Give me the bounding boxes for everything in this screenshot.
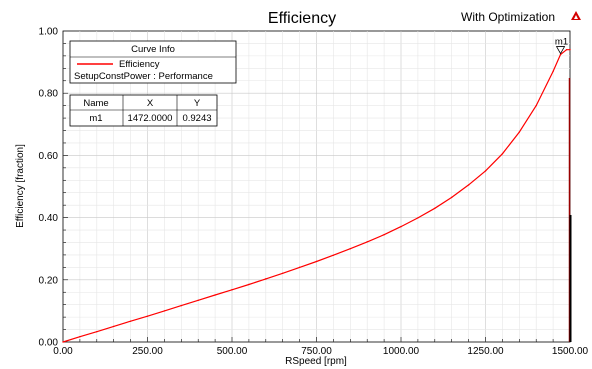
series-point bbox=[214, 294, 216, 296]
series-point bbox=[231, 289, 233, 291]
table-cell-y: 0.9243 bbox=[182, 113, 211, 124]
series-point bbox=[501, 153, 504, 155]
series-point bbox=[96, 331, 98, 333]
series-point bbox=[366, 241, 368, 243]
series-point bbox=[552, 70, 554, 73]
series-point bbox=[163, 310, 166, 312]
chart-subtitle: With Optimization bbox=[461, 10, 555, 24]
series-point bbox=[62, 341, 64, 343]
y-tick-label: 0.00 bbox=[39, 338, 59, 349]
x-tick-label: 250.00 bbox=[132, 346, 163, 357]
series-point bbox=[129, 320, 132, 322]
tick-marks bbox=[63, 43, 554, 342]
table-cell-x: 1472.0000 bbox=[128, 113, 173, 124]
series-point bbox=[383, 234, 385, 236]
x-tick-label: 1250.00 bbox=[467, 346, 504, 357]
y-tick-label: 0.60 bbox=[39, 151, 59, 162]
series-point bbox=[332, 254, 335, 256]
series-point bbox=[535, 104, 537, 107]
series-point bbox=[569, 48, 571, 51]
marker-table[interactable]: Name X Y m1 1472.0000 0.9243 bbox=[69, 94, 218, 127]
series-point bbox=[484, 170, 487, 172]
series-point bbox=[467, 184, 470, 186]
series-point bbox=[298, 266, 301, 269]
x-tick-label: 750.00 bbox=[301, 346, 332, 357]
series-point bbox=[79, 336, 81, 338]
series-point bbox=[113, 325, 115, 328]
x-tick-label: 1500.00 bbox=[552, 346, 589, 357]
series-points bbox=[62, 48, 571, 343]
marker-label: m1 bbox=[555, 37, 568, 48]
legend-entry-label: Efficiency bbox=[119, 59, 160, 70]
marker-m1[interactable]: m1 bbox=[555, 37, 568, 55]
x-tick-label: 500.00 bbox=[217, 346, 248, 357]
series-point bbox=[248, 283, 250, 286]
series-point bbox=[265, 278, 267, 280]
table-header-y: Y bbox=[194, 98, 201, 109]
y-tick-label: 1.00 bbox=[39, 27, 59, 38]
series-point bbox=[400, 225, 402, 228]
x-tick-label: 0.00 bbox=[53, 346, 73, 357]
series-point bbox=[565, 48, 568, 51]
table-header-x: X bbox=[147, 98, 154, 109]
x-axis-label: RSpeed [rpm] bbox=[285, 356, 347, 367]
series-point bbox=[197, 299, 199, 302]
y-tick-label: 0.40 bbox=[39, 213, 59, 224]
series-point bbox=[349, 248, 351, 250]
ansys-logo-icon bbox=[571, 11, 581, 20]
table-header-name: Name bbox=[83, 98, 108, 109]
legend-entry-sub: SetupConstPower : Performance bbox=[74, 71, 213, 82]
table-cell-name: m1 bbox=[89, 113, 102, 124]
y-tick-label: 0.20 bbox=[39, 275, 59, 286]
y-tick-label: 0.80 bbox=[39, 89, 59, 100]
legend-header: Curve Info bbox=[131, 44, 175, 55]
series-point bbox=[146, 315, 149, 317]
series-point bbox=[518, 131, 520, 133]
y-tick-labels: 0.00 0.20 0.40 0.60 0.80 1.00 bbox=[39, 27, 59, 349]
series-point bbox=[315, 260, 318, 263]
x-tick-label: 1000.00 bbox=[383, 346, 420, 357]
series-point bbox=[451, 196, 453, 199]
legend-box[interactable]: Curve Info Efficiency SetupConstPower : … bbox=[69, 40, 237, 84]
series-point bbox=[417, 217, 419, 219]
y-axis-label: Efficiency [fraction] bbox=[15, 144, 26, 228]
series-point bbox=[282, 272, 284, 274]
x-tick-labels: 0.00 250.00 500.00 750.00 1000.00 1250.00 1500… bbox=[53, 346, 588, 357]
chart-title: Efficiency bbox=[268, 10, 336, 27]
series-point bbox=[434, 207, 436, 209]
series-point bbox=[180, 304, 182, 307]
series-point bbox=[559, 53, 562, 56]
